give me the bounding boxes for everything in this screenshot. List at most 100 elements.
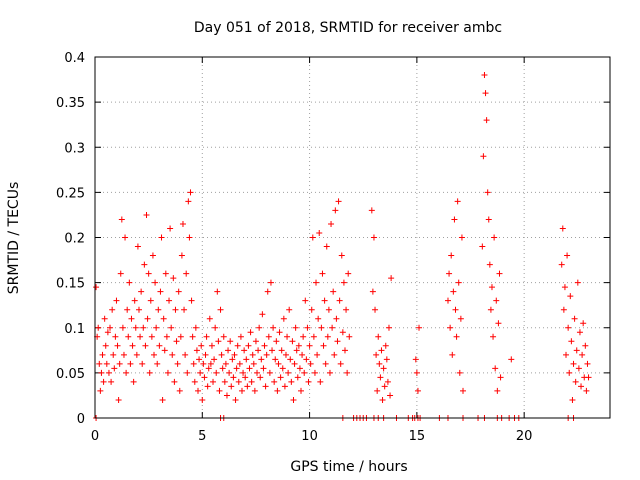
x-tick-labels: 0 5 10 15 20 — [91, 429, 533, 444]
data-point — [335, 198, 342, 205]
data-point — [182, 351, 189, 358]
data-point — [318, 324, 325, 331]
data-point — [254, 369, 261, 376]
data-point — [388, 275, 395, 282]
data-point — [228, 383, 235, 390]
data-point — [487, 306, 494, 313]
data-point — [172, 306, 179, 313]
data-point — [122, 234, 129, 241]
data-point — [185, 198, 192, 205]
data-point — [256, 324, 263, 331]
x-axis-label: GPS time / hours — [290, 459, 407, 475]
data-point — [301, 369, 308, 376]
data-point — [282, 351, 289, 358]
y-tick-label: 0.2 — [64, 232, 85, 247]
data-point — [105, 369, 112, 376]
data-point — [151, 351, 158, 358]
data-point — [133, 351, 140, 358]
data-point — [264, 288, 271, 295]
data-point — [278, 347, 285, 354]
data-point — [196, 356, 203, 363]
data-point — [113, 297, 120, 304]
data-point — [252, 338, 259, 345]
data-point — [230, 374, 237, 381]
data-point — [244, 383, 251, 390]
data-point — [453, 333, 460, 340]
data-point — [265, 333, 272, 340]
data-point — [146, 369, 153, 376]
data-point — [488, 284, 495, 291]
data-point — [449, 351, 456, 358]
data-point — [235, 378, 242, 385]
data-point — [236, 360, 243, 367]
data-point — [219, 365, 226, 372]
data-point — [276, 329, 283, 336]
data-point — [289, 338, 296, 345]
data-point — [295, 342, 302, 349]
data-point — [260, 365, 267, 372]
data-point — [381, 383, 388, 390]
data-point — [341, 347, 348, 354]
data-point — [585, 374, 592, 381]
data-point — [131, 297, 138, 304]
data-point — [248, 378, 255, 385]
data-point — [299, 351, 306, 358]
data-point — [227, 338, 234, 345]
data-point — [561, 284, 568, 291]
x-tick-label: 10 — [301, 429, 318, 444]
data-point — [564, 252, 571, 259]
data-point — [195, 387, 201, 394]
data-point — [320, 342, 327, 349]
data-point — [315, 315, 322, 322]
data-point — [479, 243, 486, 250]
data-point — [144, 315, 151, 322]
data-point — [340, 279, 347, 286]
data-point — [99, 351, 106, 358]
data-point — [578, 383, 585, 390]
data-point — [238, 387, 245, 394]
data-point — [495, 320, 502, 327]
data-point — [508, 356, 515, 363]
data-point — [175, 288, 182, 295]
data-point — [155, 306, 162, 313]
data-point — [382, 342, 389, 349]
data-point — [167, 225, 174, 232]
data-point — [220, 333, 227, 340]
data-point — [369, 288, 376, 295]
data-point — [575, 365, 582, 372]
data-point — [187, 189, 194, 196]
data-point — [303, 356, 310, 363]
data-point — [311, 369, 318, 376]
chart-title: Day 051 of 2018, SRMTID for receiver amb… — [194, 20, 502, 36]
data-point — [135, 306, 142, 313]
data-point — [218, 351, 225, 358]
data-point — [243, 356, 250, 363]
x-tick-label: 20 — [516, 429, 533, 444]
data-point — [192, 324, 199, 331]
data-point — [572, 378, 579, 385]
data-point — [291, 360, 298, 367]
data-point — [116, 360, 123, 367]
data-point — [493, 297, 500, 304]
data-point — [140, 324, 147, 331]
data-point — [290, 396, 297, 403]
data-points — [93, 72, 592, 421]
data-point — [481, 72, 488, 79]
data-point — [142, 342, 149, 349]
data-point — [322, 360, 329, 367]
data-point — [139, 360, 146, 367]
data-point — [338, 252, 345, 259]
data-point — [269, 347, 276, 354]
data-point — [296, 365, 303, 372]
data-point — [118, 216, 125, 223]
data-point — [384, 378, 391, 385]
data-point — [97, 387, 104, 394]
data-point — [258, 356, 265, 363]
data-point — [98, 369, 105, 376]
data-point — [109, 306, 116, 313]
data-point — [200, 360, 207, 367]
data-point — [157, 288, 164, 295]
y-tick-labels: 0 0.05 0.1 0.15 0.2 0.25 0.3 0.35 0.4 — [56, 51, 85, 427]
data-point — [490, 333, 497, 340]
data-point — [168, 324, 175, 331]
